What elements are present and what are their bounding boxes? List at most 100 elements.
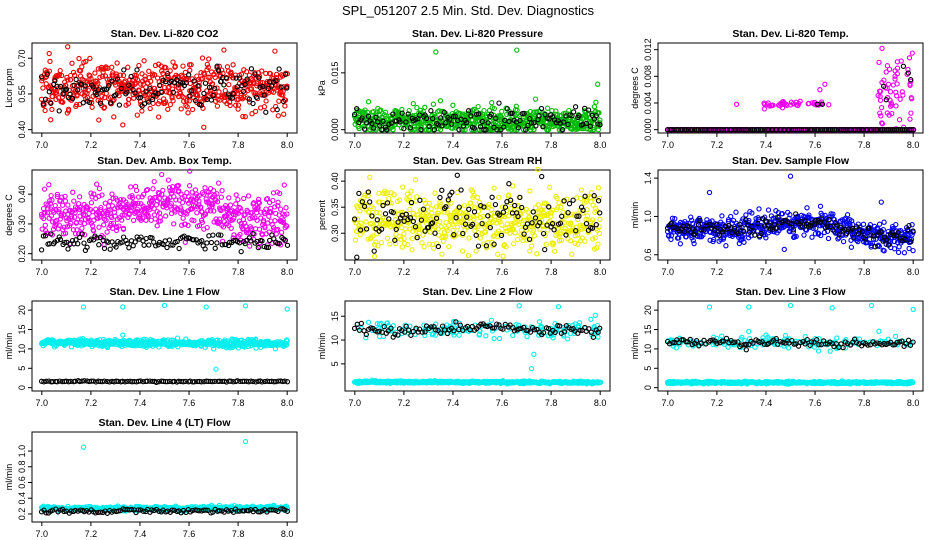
data-point: [371, 248, 377, 254]
data-point: [359, 115, 365, 121]
data-point: [485, 120, 491, 126]
x-tick-label: 7.0: [662, 140, 675, 150]
data-point: [146, 242, 152, 248]
data-point: [277, 206, 284, 212]
data-point: [155, 114, 162, 120]
data-point: [354, 254, 360, 260]
data-point: [278, 84, 284, 90]
data-point: [276, 66, 282, 72]
data-point: [233, 102, 239, 108]
data-point: [215, 180, 222, 186]
x-tick-label: 8.0: [907, 140, 920, 150]
data-point: [901, 250, 908, 256]
data-point: [165, 74, 171, 80]
data-point: [80, 304, 87, 310]
data-point: [242, 303, 249, 309]
data-point: [504, 106, 510, 112]
data-point: [379, 127, 385, 133]
x-tick-label: 7.6: [496, 267, 509, 277]
series-green: [351, 47, 603, 133]
data-point: [431, 127, 438, 133]
data-point: [804, 205, 810, 211]
data-point: [137, 94, 144, 101]
data-point: [284, 85, 290, 91]
data-point: [179, 199, 186, 206]
series-black: [38, 378, 291, 386]
y-tick-label: 15: [17, 325, 27, 335]
data-point: [273, 71, 280, 78]
data-point: [84, 94, 91, 101]
data-point: [491, 185, 497, 191]
data-point: [243, 69, 250, 75]
data-point: [79, 225, 85, 231]
data-point: [79, 64, 85, 70]
data-point: [274, 106, 280, 113]
data-point: [224, 64, 231, 70]
x-tick-label: 7.2: [398, 140, 411, 150]
data-point: [75, 87, 81, 93]
data-point: [111, 114, 117, 120]
data-point: [60, 202, 66, 208]
data-point: [597, 122, 603, 128]
data-point: [261, 104, 268, 110]
data-point: [448, 121, 455, 127]
data-point: [365, 99, 372, 105]
data-point: [281, 111, 287, 117]
data-point: [479, 118, 485, 125]
x-tick-label: 8.0: [594, 267, 607, 277]
data-point: [457, 110, 463, 117]
data-point: [458, 187, 464, 193]
data-point: [119, 88, 125, 94]
data-point: [437, 98, 444, 104]
data-point: [215, 68, 222, 74]
data-point: [533, 123, 539, 129]
data-point: [465, 252, 472, 259]
data-point: [42, 96, 49, 102]
x-tick-label: 7.4: [134, 398, 147, 408]
data-point: [471, 106, 477, 112]
x-tick-label: 7.4: [447, 140, 460, 150]
data-point: [165, 177, 172, 183]
data-point: [69, 60, 75, 66]
data-point: [477, 235, 483, 241]
data-point: [580, 121, 586, 127]
data-point: [187, 93, 193, 99]
data-point: [495, 251, 501, 257]
data-point: [476, 111, 482, 117]
data-point: [209, 81, 215, 87]
data-point: [895, 249, 902, 256]
data-point: [76, 194, 83, 200]
data-point: [527, 248, 533, 254]
data-point: [398, 125, 405, 131]
data-point: [88, 76, 94, 82]
data-point: [170, 59, 176, 65]
y-tick-label: 10: [330, 335, 340, 345]
data-point: [514, 47, 520, 53]
data-point: [117, 72, 124, 78]
data-point: [250, 100, 256, 107]
data-point: [121, 67, 127, 73]
x-tick-label: 7.0: [36, 267, 49, 277]
data-point: [142, 73, 148, 79]
data-point: [817, 203, 824, 209]
data-point: [595, 241, 601, 247]
data-point: [133, 187, 140, 194]
data-point: [159, 171, 165, 178]
x-tick-label: 8.0: [281, 267, 294, 277]
x-tick-label: 7.4: [447, 267, 460, 277]
y-tick-label: 0.40: [17, 121, 27, 139]
data-point: [523, 127, 529, 133]
data-point: [58, 83, 64, 90]
series-cyan: [38, 302, 290, 372]
data-point: [155, 101, 161, 107]
data-point: [367, 199, 373, 205]
data-point: [545, 126, 552, 133]
data-point: [556, 127, 562, 133]
data-point: [509, 110, 515, 116]
data-point: [400, 184, 406, 190]
y-tick-label: 0.30: [17, 215, 27, 233]
data-point: [65, 202, 71, 208]
data-point: [437, 194, 443, 201]
data-point: [596, 110, 602, 116]
data-point: [817, 87, 823, 93]
